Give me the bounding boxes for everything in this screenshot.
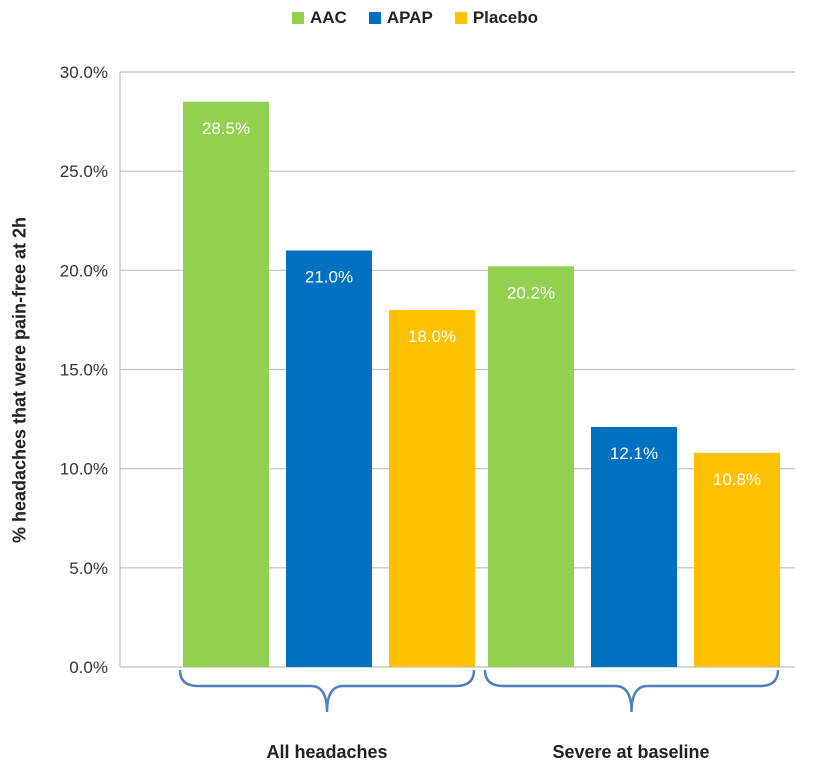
y-tick-label-1: 5.0% (69, 559, 108, 578)
legend-swatch-apap (368, 12, 381, 24)
data-label-apap-0: 21.0% (305, 268, 353, 287)
data-label-aac-1: 20.2% (507, 283, 555, 302)
legend-label-placebo: Placebo (472, 8, 539, 27)
brace-all-headaches (178, 669, 476, 713)
brace-severe-at-baseline (483, 669, 780, 713)
legend-item-aac: AAC (291, 8, 347, 28)
legend-label-aac: AAC (309, 8, 347, 27)
y-tick-label-6: 30.0% (60, 63, 108, 82)
legend-item-apap: APAP (368, 8, 433, 28)
bar-aac-1 (488, 266, 574, 667)
y-tick-label-2: 10.0% (60, 460, 108, 479)
category-label-1: Severe at baseline (552, 742, 709, 762)
bar-placebo-1 (694, 452, 780, 667)
y-tick-label-0: 0.0% (69, 658, 108, 677)
data-label-aac-0: 28.5% (202, 119, 250, 138)
data-label-apap-1: 12.1% (610, 444, 658, 463)
category-label-0: All headaches (266, 742, 387, 762)
y-tick-label-3: 15.0% (60, 361, 108, 380)
bar-placebo-0 (389, 310, 475, 667)
bar-aac-0 (183, 101, 269, 667)
legend-label-apap: APAP (386, 8, 433, 27)
legend-item-placebo: Placebo (454, 8, 539, 28)
legend-swatch-aac (291, 12, 304, 24)
data-label-placebo-1: 10.8% (713, 470, 761, 489)
legend: AAC APAP Placebo (0, 8, 830, 28)
data-label-placebo-0: 18.0% (408, 327, 456, 346)
bar-apap-0 (286, 250, 372, 667)
legend-swatch-placebo (454, 12, 467, 24)
bar-apap-1 (591, 427, 677, 667)
y-tick-label-4: 20.0% (60, 261, 108, 280)
y-tick-label-5: 25.0% (60, 162, 108, 181)
